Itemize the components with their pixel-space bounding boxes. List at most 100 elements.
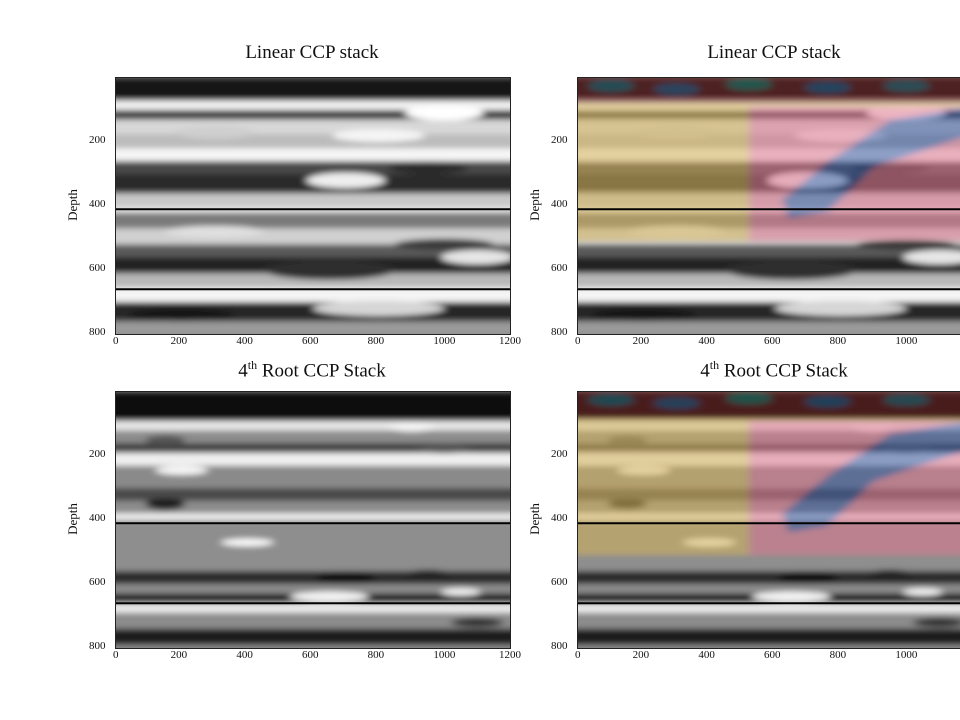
amplitude-blob <box>418 445 471 454</box>
y-tick-label: 800 <box>89 326 106 338</box>
x-tick-label: 600 <box>764 335 781 347</box>
depth-band <box>116 628 510 646</box>
depth-band <box>116 520 510 573</box>
depth-band <box>116 100 510 111</box>
title-rest: Root CCP Stack <box>719 360 848 382</box>
y-tick-label: 800 <box>551 326 568 338</box>
amplitude-blob <box>441 588 481 596</box>
y-tick-label: 800 <box>551 640 568 652</box>
amplitude-blob <box>404 106 484 121</box>
amplitude-blob <box>145 435 185 445</box>
overlay-spot <box>587 80 634 92</box>
amplitude-blob <box>591 308 697 322</box>
depth-band <box>578 612 960 630</box>
amplitude-blob <box>450 617 504 627</box>
amplitude-blob <box>778 571 838 584</box>
overlay-spot <box>725 392 772 405</box>
amplitude-blob <box>263 260 396 280</box>
amplitude-blob <box>857 238 956 251</box>
depth-band <box>116 134 510 150</box>
depth-band <box>116 207 510 214</box>
depth-band <box>116 148 510 163</box>
depth-band <box>116 612 510 630</box>
y-axis-label: Depth <box>64 503 80 535</box>
depth-band <box>578 644 960 648</box>
overlay-spot <box>653 397 700 409</box>
amplitude-blob <box>752 591 831 602</box>
overlay-spot <box>653 83 700 95</box>
panel-title: Linear CCP stack <box>577 42 960 64</box>
overlay-spot <box>804 395 851 408</box>
title-text: Linear CCP stack <box>245 42 379 63</box>
depth-band <box>116 443 510 454</box>
depth-band <box>578 321 960 334</box>
depth-band <box>578 273 960 289</box>
x-tick-label: 0 <box>113 335 119 347</box>
heatmap-plot <box>577 77 960 335</box>
title-rest: Root CCP Stack <box>257 360 386 382</box>
depth-band <box>116 500 510 515</box>
y-tick-label: 200 <box>89 448 106 460</box>
depth-band <box>116 392 510 422</box>
depth-band <box>116 488 510 502</box>
y-tick-label: 800 <box>89 640 106 652</box>
amplitude-blob <box>290 591 369 602</box>
x-tick-label: 1200 <box>499 649 521 661</box>
y-tick-label: 400 <box>551 198 568 210</box>
y-axis-label: Depth <box>64 189 80 221</box>
y-tick-label: 600 <box>89 262 106 274</box>
x-tick-label: 0 <box>575 335 581 347</box>
amplitude-blob <box>165 225 264 238</box>
amplitude-blob <box>388 161 468 174</box>
x-tick-label: 1000 <box>433 335 456 347</box>
panel-title: Linear CCP stack <box>115 42 509 64</box>
depth-band <box>116 321 510 334</box>
title-number: 4 <box>700 360 710 382</box>
amplitude-blob <box>912 617 960 627</box>
depth-band <box>578 287 960 303</box>
heatmap-svg <box>578 392 960 648</box>
y-tick-label: 600 <box>551 576 568 588</box>
amplitude-blob <box>306 172 386 189</box>
heatmap-svg <box>116 392 510 648</box>
x-tick-label: 400 <box>236 649 253 661</box>
amplitude-blob <box>332 129 425 142</box>
amplitude-blob <box>903 588 943 596</box>
amplitude-blob <box>903 250 960 265</box>
depth-band <box>116 465 510 489</box>
depth-band <box>116 513 510 521</box>
x-tick-label: 0 <box>113 649 119 661</box>
x-tick-label: 800 <box>367 649 385 661</box>
x-tick-label: 200 <box>170 335 188 347</box>
x-tick-label: 800 <box>829 649 847 661</box>
x-tick-label: 600 <box>302 335 319 347</box>
x-tick-label: 200 <box>632 649 650 661</box>
amplitude-blob <box>129 308 235 322</box>
depth-band <box>116 110 510 121</box>
overlay-spot <box>883 80 930 92</box>
depth-band <box>116 287 510 303</box>
depth-band <box>578 628 960 646</box>
depth-band <box>116 603 510 614</box>
heatmap-plot <box>115 77 511 335</box>
x-tick-label: 1200 <box>499 335 521 347</box>
title-superscript: th <box>709 358 720 372</box>
overlay-spot <box>587 394 634 406</box>
x-tick-label: 400 <box>698 335 715 347</box>
x-tick-label: 1000 <box>433 649 456 661</box>
depth-band <box>116 571 510 585</box>
heatmap-plot <box>115 391 511 649</box>
y-tick-label: 400 <box>89 512 106 524</box>
amplitude-blob <box>404 569 451 580</box>
x-tick-label: 400 <box>236 335 253 347</box>
x-tick-label: 800 <box>829 335 847 347</box>
amplitude-blob <box>725 260 858 280</box>
amplitude-blob <box>395 238 494 251</box>
heatmap-plot <box>577 391 960 649</box>
overlay-spot <box>883 394 930 406</box>
amplitude-blob <box>155 465 208 475</box>
depth-band <box>116 644 510 648</box>
y-tick-label: 600 <box>89 576 106 588</box>
x-tick-label: 200 <box>632 335 650 347</box>
heatmap-svg <box>116 78 510 334</box>
